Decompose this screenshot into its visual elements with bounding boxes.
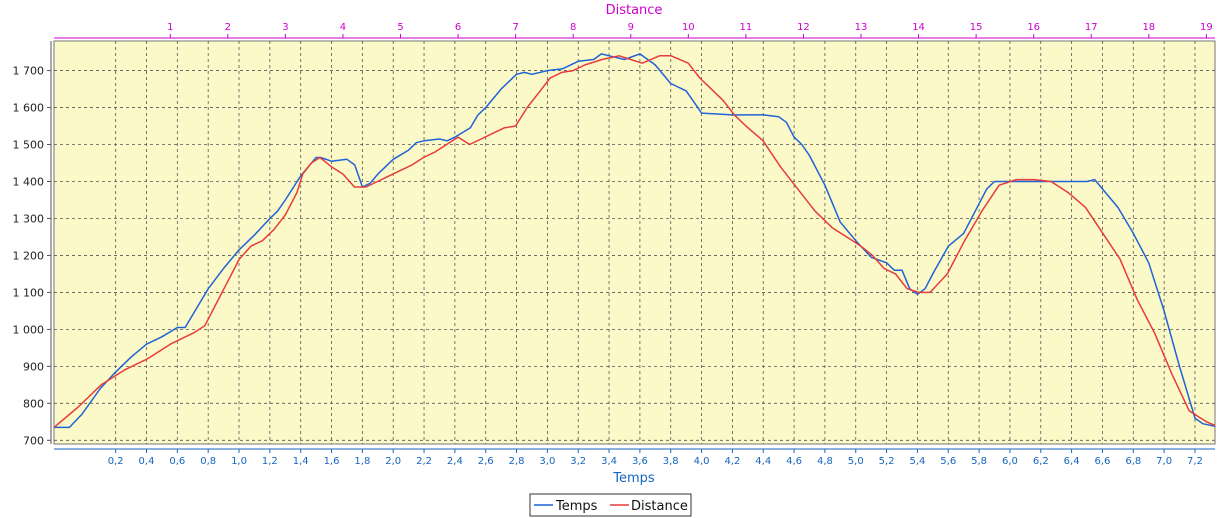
x2-tick-label: 7: [512, 22, 518, 33]
x2-tick-label: 17: [1085, 22, 1098, 33]
x2-tick-label: 6: [455, 22, 461, 33]
x2-tick-label: 12: [797, 22, 810, 33]
x-tick-label: 0,4: [139, 456, 155, 467]
x-tick-label: 4,2: [724, 456, 740, 467]
x2-tick-label: 4: [340, 22, 346, 33]
series-line-distance: [53, 55, 1216, 428]
x-tick-label: 1,2: [262, 456, 278, 467]
x2-tick-label: 8: [570, 22, 576, 33]
legend-label-distance: Distance: [631, 499, 688, 514]
x-tick-label: 3,0: [539, 456, 555, 467]
x-tick-label: 7,0: [1156, 456, 1172, 467]
x-tick-label: 1,6: [324, 456, 340, 467]
x-tick-label: 2,6: [478, 456, 494, 467]
x2-tick-label: 18: [1142, 22, 1155, 33]
x2-tick-label: 10: [682, 22, 695, 33]
y-tick-label: 1 500: [13, 139, 45, 152]
x-axis-temps: 0,2 0,4 0,6 0,8 1,0 1,2 1,4 1,6 1,8 2,0 2,2 2,4 2,6 2…: [54, 448, 1215, 467]
x2-tick-label: 2: [225, 22, 231, 33]
x-axis-distance: 1 2 3 4 5 6 7 8 9 10 11 12 13 14 15 16 17 18 19: [54, 22, 1215, 39]
y-tick-label: 1 600: [13, 102, 45, 115]
x2-tick-label: 16: [1027, 22, 1040, 33]
y-axis: 700 800 900 1 000 1 100 1 200 1 300 1 400 1 500 1…: [13, 41, 52, 447]
y-tick-label: 700: [23, 434, 44, 447]
x-tick-label: 4,8: [817, 456, 833, 467]
x2-tick-label: 5: [397, 22, 403, 33]
x-tick-label: 5,4: [909, 456, 925, 467]
legend: Temps Distance: [529, 493, 692, 517]
x-tick-label: 2,0: [385, 456, 401, 467]
x-tick-label: 4,6: [786, 456, 802, 467]
x-tick-label: 6,8: [1125, 456, 1141, 467]
x-axis-title: Temps: [612, 471, 655, 486]
x2-tick-label: 15: [970, 22, 983, 33]
x-tick-label: 0,2: [108, 456, 124, 467]
y-tick-label: 1 300: [13, 212, 45, 225]
x-tick-label: 1,4: [293, 456, 309, 467]
x-tick-label: 3,2: [570, 456, 586, 467]
x-tick-label: 6,6: [1094, 456, 1110, 467]
x-tick-label: 4,0: [694, 456, 710, 467]
y-tick-label: 1 100: [13, 286, 45, 299]
x-tick-label: 6,0: [1002, 456, 1018, 467]
x-tick-label: 0,8: [200, 456, 216, 467]
x2-axis-title: Distance: [606, 3, 663, 18]
y-tick-label: 1 400: [13, 175, 45, 188]
y-tick-label: 1 700: [13, 65, 45, 78]
x-tick-label: 3,4: [601, 456, 617, 467]
x-tick-label: 4,4: [755, 456, 771, 467]
x-tick-label: 2,2: [416, 456, 432, 467]
x-tick-label: 6,2: [1033, 456, 1049, 467]
x-tick-label: 2,4: [447, 456, 463, 467]
x2-tick-label: 3: [282, 22, 288, 33]
y-tick-label: 900: [23, 360, 44, 373]
x2-tick-label: 9: [628, 22, 634, 33]
x-tick-label: 2,8: [509, 456, 525, 467]
x2-tick-label: 11: [740, 22, 753, 33]
x-tick-label: 6,4: [1064, 456, 1080, 467]
y-tick-label: 1 000: [13, 323, 45, 336]
x2-tick-label: 1: [167, 22, 173, 33]
x-tick-label: 5,0: [848, 456, 864, 467]
y-tick-label: 1 200: [13, 249, 45, 262]
x2-tick-label: 13: [855, 22, 868, 33]
x-tick-label: 1,0: [231, 456, 247, 467]
y-tick-label: 800: [23, 397, 44, 410]
series-line-temps: [54, 53, 1216, 429]
x-tick-label: 5,8: [971, 456, 987, 467]
x2-tick-label: 14: [912, 22, 925, 33]
x2-tick-label: 19: [1200, 22, 1213, 33]
x-tick-label: 1,8: [354, 456, 370, 467]
x-tick-label: 3,8: [663, 456, 679, 467]
series-lines: [53, 53, 1216, 429]
x-tick-label: 5,2: [879, 456, 895, 467]
x-tick-label: 5,6: [940, 456, 956, 467]
x-tick-label: 7,2: [1187, 456, 1203, 467]
x-tick-label: 0,6: [169, 456, 185, 467]
grid-lines: [54, 41, 1215, 444]
x-tick-label: 3,6: [632, 456, 648, 467]
legend-label-temps: Temps: [555, 499, 598, 514]
